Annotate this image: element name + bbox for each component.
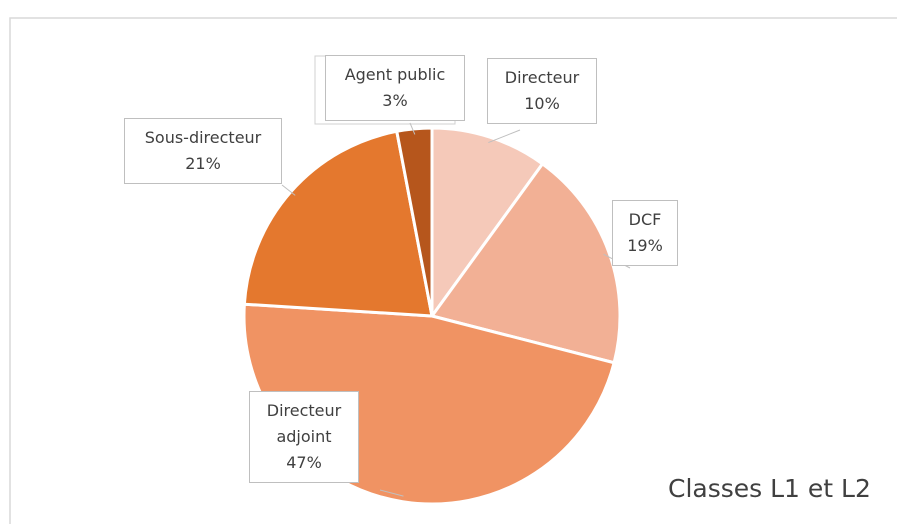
data-label: Agent public 3% [325,55,465,121]
data-label: Directeur adjoint 47% [249,391,359,483]
data-label: Directeur 10% [487,58,597,124]
label-value: 47% [286,453,322,472]
label-value: 3% [382,91,408,110]
data-label: DCF 19% [612,200,678,266]
annotation: Classes L1 et L2 [668,474,871,503]
label-value: 10% [524,94,560,113]
label-name: Sous-directeur [144,128,262,147]
pie-slice [430,126,545,321]
callout-line [488,129,521,144]
label-name: Agent public [344,65,446,84]
label-name: Directeur [504,68,580,87]
callout-line [379,489,404,497]
data-label: Sous-directeur 21% [124,118,282,184]
label-value: 19% [627,236,663,255]
pie-slice [429,161,622,365]
callout-line [409,122,416,135]
chart-frame [9,17,897,524]
label-name: Directeur adjoint [266,401,342,446]
label-value: 21% [185,154,221,173]
pie-slice [395,126,434,317]
label-name: DCF [628,210,662,229]
callout-line [281,184,296,196]
